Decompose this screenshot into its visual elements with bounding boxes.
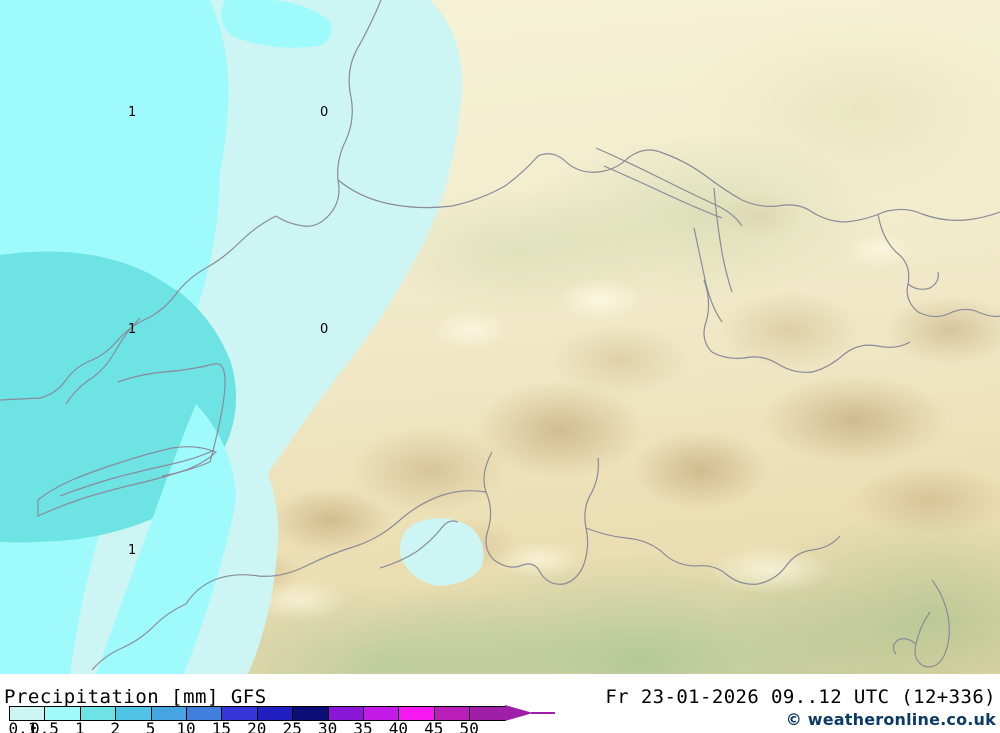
precip-stripe-pale [184, 420, 279, 674]
colorbar-tick-40: 40 [388, 719, 409, 733]
legend-title: Precipitation [mm] GFS [4, 686, 267, 708]
border-east-loop [877, 213, 1000, 318]
colorbar-swatch-5 [151, 707, 187, 720]
border-through-lake [379, 520, 459, 569]
colorbar-tick-20: 20 [247, 719, 267, 733]
border-south-east [585, 527, 841, 585]
colorbar-swatch-1 [80, 707, 117, 720]
border-river-west [65, 317, 141, 405]
colorbar-tick-0.5: 0.5 [29, 719, 59, 733]
colorbar-swatch-25 [293, 707, 329, 720]
contour-label: 1 [128, 322, 137, 337]
border-north-coast [275, 0, 382, 227]
contour-label: 1 [128, 105, 137, 120]
colorbar-tick-2: 2 [110, 719, 121, 733]
precip-stripe-diagonal [96, 404, 237, 674]
border-southeast-valley [914, 579, 950, 668]
colorbar-swatch-10 [186, 707, 223, 720]
colorbar-swatch-35 [363, 707, 400, 720]
colorbar-tick-1: 1 [74, 719, 85, 733]
border-south-central [483, 451, 599, 585]
colorbar-tick-25: 25 [282, 719, 302, 733]
colorbar-tick-30: 30 [317, 719, 338, 733]
border-lake-outline [37, 446, 218, 517]
border-southeast-spur [892, 638, 917, 655]
border-ridge-c [713, 187, 733, 293]
border-southwest [91, 603, 187, 671]
colorbar-swatch-0.5 [45, 707, 81, 720]
colorbar-tick-10: 10 [176, 719, 196, 733]
border-ridge-d [693, 227, 723, 323]
precip-band-0-1-lobe [221, 0, 332, 48]
colorbar-tick-45: 45 [424, 719, 444, 733]
colorbar-tick-labels: 0.1 0.5 1 2 5 10 15 20 25 30 35 40 45 50 [0, 719, 520, 733]
colorbar-tick-0.1: 0.1 [8, 719, 38, 733]
legend-footer [0, 674, 1000, 733]
colorbar-tick-35: 35 [353, 719, 373, 733]
colorbar-swatch-40 [399, 707, 435, 720]
colorbar-tick-15: 15 [211, 719, 232, 733]
colorbar-swatch-20 [257, 707, 294, 720]
map-canvas[interactable]: 1 0 1 0 1 [0, 0, 1000, 674]
contour-label: 0 [320, 105, 329, 120]
copyright-label: © weatheronline.co.uk [785, 710, 996, 729]
border-north-segment [337, 149, 1000, 223]
administrative-borders-layer [0, 0, 1000, 671]
border-east-notch [907, 271, 939, 290]
colorbar-tick-5: 5 [145, 719, 156, 733]
inland-lake [399, 518, 484, 586]
colorbar-swatch-50 [470, 707, 506, 720]
border-central [703, 279, 911, 373]
colorbar-swatch-15 [222, 707, 258, 720]
colorbar-swatch-45 [434, 707, 471, 720]
border-west-coast [0, 215, 277, 401]
precipitation-band-detail-layer [0, 0, 279, 674]
colorbar-swatch-0.1 [10, 707, 46, 720]
colorbar-tick-50: 50 [459, 719, 479, 733]
colorbar-swatch-30 [328, 707, 364, 720]
contour-label: 0 [320, 322, 329, 337]
contour-label: 1 [128, 543, 137, 558]
border-south-west [185, 490, 487, 605]
border-lake-inner [59, 449, 215, 497]
colorbar-swatch-2 [116, 707, 152, 720]
colorbar-overflow-tail-icon [531, 712, 555, 714]
border-ridge-a [595, 147, 743, 227]
border-west-peninsula [117, 363, 226, 477]
forecast-runtime-label: Fr 23-01-2026 09..12 UTC (12+336) [605, 686, 996, 708]
border-ridge-b [603, 165, 723, 219]
colorbar-overflow-arrow-icon [505, 705, 533, 721]
precipitation-colorbar[interactable] [9, 706, 507, 721]
